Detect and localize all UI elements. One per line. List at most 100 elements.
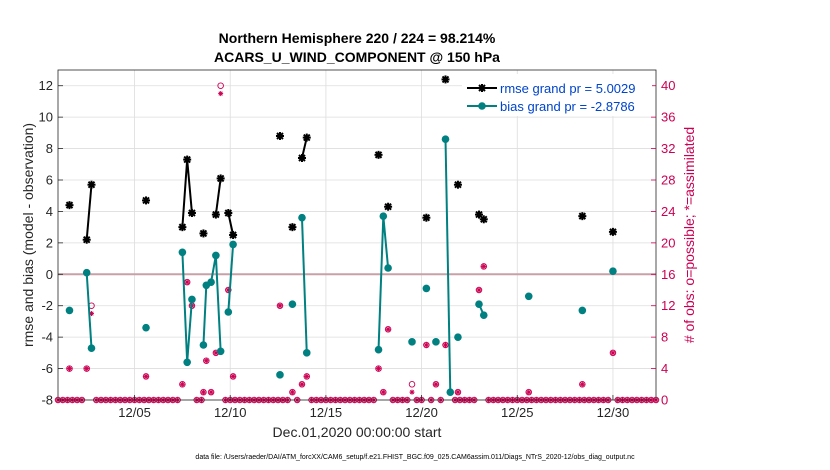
legend-rmse-label: rmse grand pr = 5.0029 <box>500 81 636 96</box>
rmse-point-stroke <box>188 209 196 217</box>
rmse-point-stroke <box>65 201 74 209</box>
bias-point <box>384 264 392 272</box>
obs-assimilated-point <box>304 373 310 379</box>
bias-point <box>379 212 388 220</box>
y-right-tick-label: 12 <box>661 298 675 313</box>
x-ticks: 12/05 12/10 12/15 12/20 12/25 12/30 <box>118 395 629 420</box>
bias-point <box>188 295 196 304</box>
obs-assimilated-point <box>208 389 214 395</box>
chart-subtitle: ACARS_U_WIND_COMPONENT @ 150 hPa <box>214 49 500 65</box>
obs-assimilated-point <box>610 350 616 356</box>
bias-point <box>298 213 306 222</box>
bias-point <box>183 358 191 367</box>
obs-possible-point <box>303 373 311 380</box>
obs-assimilated-point <box>143 373 149 379</box>
obs-assimilated-stroke <box>230 374 236 379</box>
obs-assimilated-stroke <box>424 342 429 348</box>
rmse-point <box>384 202 393 211</box>
bias-line-segment <box>85 272 93 349</box>
obs-possible-point <box>432 381 440 388</box>
legend-box <box>462 74 652 116</box>
footer-data-file: data file: /Users/raeder/DAI/ATM_forcXX/… <box>195 454 635 461</box>
y-tick-label: -2 <box>41 298 53 313</box>
rmse-point <box>608 227 617 236</box>
rmse-point <box>178 223 187 232</box>
rmse-point <box>288 223 297 232</box>
bias-point <box>374 345 383 354</box>
rmse-point-stroke <box>609 228 617 236</box>
obs-assimilated-point <box>476 287 482 293</box>
rmse-point-stroke <box>454 181 462 189</box>
rmse-point <box>302 133 311 142</box>
x-tick-label: 12/15 <box>310 405 343 420</box>
bias-line-segment <box>444 139 452 393</box>
obs-possible-point <box>579 381 586 388</box>
rmse-point <box>87 180 96 189</box>
y-tick-label: -8 <box>41 393 53 408</box>
obs-assimilated-stroke <box>409 389 415 395</box>
rmse-point <box>224 209 233 217</box>
bias-point <box>207 278 215 286</box>
obs-possible-point <box>408 381 416 388</box>
rmse-point <box>65 201 74 210</box>
legend: rmse grand pr = 5.0029 bias grand pr = -… <box>462 74 652 116</box>
obs-possible-point <box>289 388 296 396</box>
obs-assimilated-point <box>84 366 90 372</box>
y-tick-label: -6 <box>41 361 53 376</box>
obs-assimilated-point <box>299 381 305 387</box>
y-right-tick-label: 32 <box>661 141 675 156</box>
rmse-point-stroke <box>578 212 587 220</box>
rmse-line-segment <box>85 184 93 240</box>
obs-assimilated-stroke <box>526 389 531 395</box>
y-right-tick-label: 8 <box>661 330 668 345</box>
obs-possible-point <box>480 263 488 270</box>
y-right-tick-label: 16 <box>661 267 675 282</box>
rmse-point <box>441 75 450 84</box>
obs-possible-point <box>442 341 449 349</box>
obs-assimilated-stroke <box>304 374 309 379</box>
obs-assimilated-point <box>423 342 429 348</box>
y-tick-label: 10 <box>39 110 53 125</box>
obs-assimilated-point <box>579 381 585 387</box>
rmse-point-stroke <box>212 210 220 219</box>
bias-point <box>288 300 297 308</box>
obs-possible-point <box>229 373 237 380</box>
rmse-point-stroke <box>384 203 392 211</box>
rmse-point-stroke <box>441 75 450 84</box>
obs-assimilated-point <box>289 389 295 395</box>
bias-point <box>432 338 440 346</box>
x-axis-label: Dec.01,2020 00:00:00 start <box>273 424 442 440</box>
obs-possible-point <box>375 365 382 372</box>
obs-assimilated-point <box>277 303 283 309</box>
y-right-tick-label: 0 <box>661 393 668 408</box>
obs-assimilated-stroke <box>208 389 214 395</box>
y-right-tick-label: 20 <box>661 235 675 250</box>
obs-assimilated-stroke <box>201 389 206 395</box>
obs-assimilated-stroke <box>218 91 223 96</box>
bias-point <box>422 284 431 293</box>
obs-assimilated-point <box>179 381 185 387</box>
legend-bias-label: bias grand pr = -2.8786 <box>500 99 635 114</box>
rmse-point-stroke <box>475 210 483 219</box>
rmse-point-stroke <box>183 155 191 164</box>
rmse-point <box>479 215 488 224</box>
rmse-point-stroke <box>303 133 311 142</box>
obs-possible-point <box>200 388 207 396</box>
rmse-point <box>82 235 91 244</box>
rmse-point <box>183 155 192 164</box>
rmse-point-stroke <box>229 231 237 239</box>
rmse-point-stroke <box>82 236 91 244</box>
obs-assimilated-stroke <box>376 366 381 371</box>
y-axis-label: rmse and bias (model - observation) <box>20 123 36 347</box>
x-tick-label: 12/30 <box>597 405 630 420</box>
y-tick-label: 0 <box>46 267 53 282</box>
bias-point <box>479 311 488 319</box>
obs-possible-point <box>384 326 392 333</box>
legend-rmse-marker <box>478 84 486 92</box>
bias-point <box>87 344 96 352</box>
obs-assimilated-stroke <box>443 342 448 348</box>
obs-assimilated-stroke <box>481 264 486 269</box>
obs-assimilated-stroke <box>381 389 386 395</box>
obs-assimilated-stroke <box>610 350 616 356</box>
